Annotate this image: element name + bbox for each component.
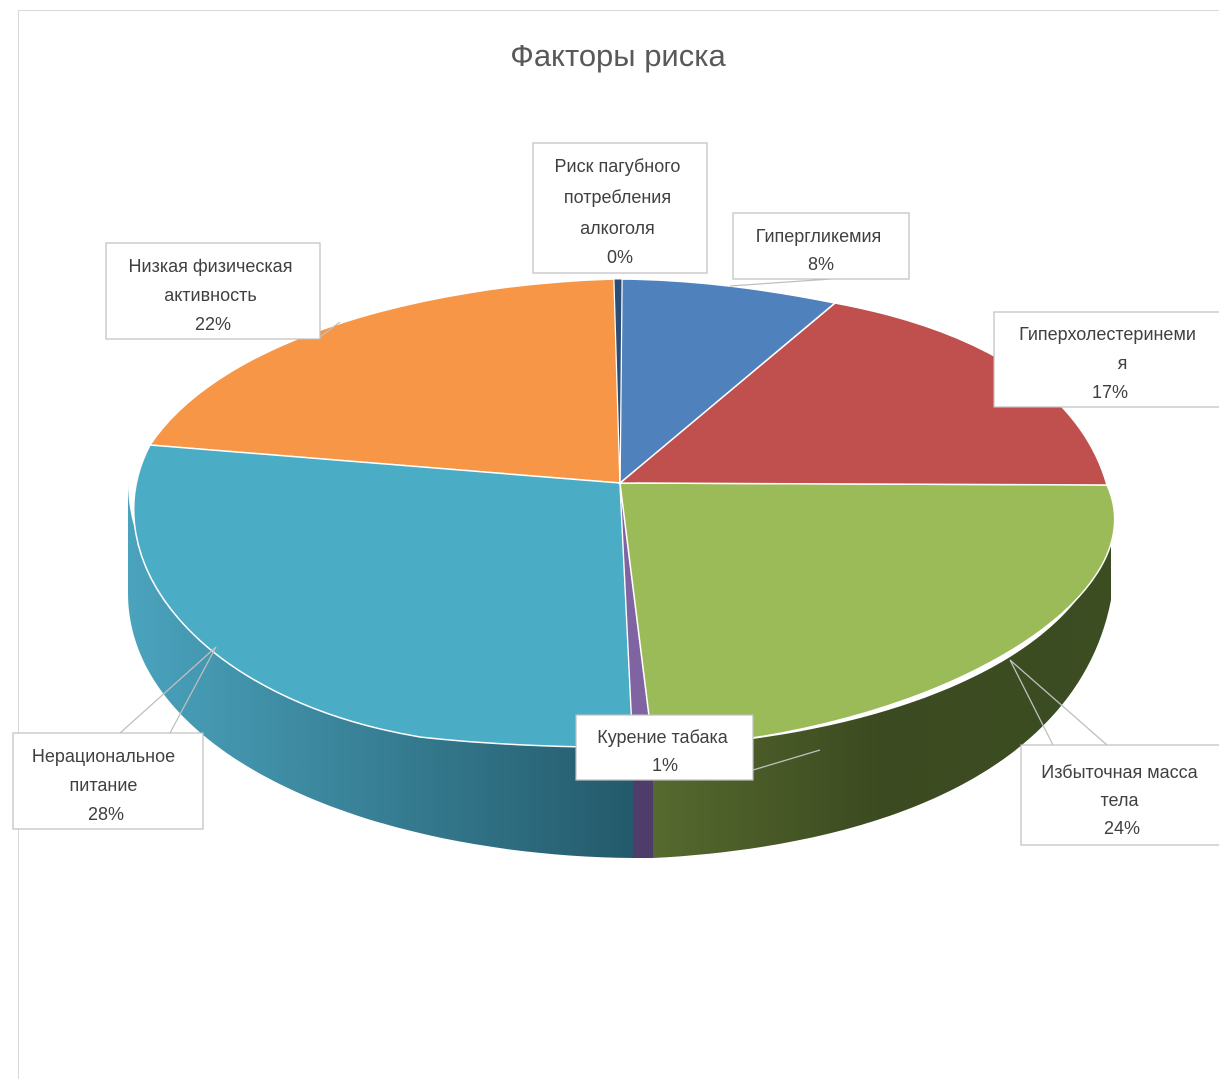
- data-label-giperglik: Гипергликемия 8%: [732, 212, 910, 280]
- data-label-izb: Избыточная масса тела 24%: [1020, 744, 1219, 846]
- data-label-giperhol: Гиперхолестеринеми я 17%: [993, 311, 1219, 408]
- pie-slice-giperglik: [619, 278, 837, 485]
- chart-title: Факторы риска: [510, 38, 726, 73]
- pie-side-izb: [653, 510, 1111, 858]
- label-kurenie-name: Курение табака: [597, 727, 729, 747]
- svg-text:Гипергликемия 8%: Гипергликемия 8%: [756, 226, 887, 274]
- label-giperglik-name: Гипергликемия: [756, 226, 882, 246]
- pie-slice-nerats: [133, 444, 634, 749]
- pie-side-nerats: [128, 483, 633, 858]
- label-alkogol-pct: 0%: [607, 247, 633, 267]
- label-nerats-pct: 28%: [88, 804, 124, 824]
- svg-text:Низкая физическая активн: Низкая физическая активность 22%: [129, 256, 298, 334]
- label-kurenie-pct: 1%: [652, 755, 678, 775]
- leader-nerats: [119, 646, 217, 734]
- label-izb-pct: 24%: [1104, 818, 1140, 838]
- svg-text:Нерациональное питание: Нерациональное питание 28%: [32, 746, 180, 824]
- chart-frame: [18, 10, 1219, 1079]
- svg-text:Курение табака 1%: Курение табака 1%: [597, 727, 733, 775]
- label-giperhol-pct: 17%: [1092, 382, 1128, 402]
- leader-izb-2: [1009, 659, 1108, 746]
- data-label-alkogol: Риск пагубного потребления алкоголя 0%: [532, 142, 708, 274]
- leader-nizkaya: [319, 321, 341, 338]
- svg-text:Риск пагубного потреблен: Риск пагубного потребления алкоголя 0%: [555, 156, 686, 267]
- leader-izb: [1009, 659, 1054, 746]
- label-nizkaya-pct: 22%: [195, 314, 231, 334]
- pie-slice-alkogol: [613, 278, 623, 484]
- svg-text:Гиперхолестеринеми я: Гиперхолестеринеми я 17%: [1019, 324, 1201, 402]
- data-label-kurenie: Курение табака 1%: [575, 714, 754, 781]
- leader-nerats-2: [169, 646, 217, 734]
- label-giperglik-pct: 8%: [808, 254, 834, 274]
- data-label-nerats: Нерациональное питание 28%: [12, 732, 204, 830]
- svg-text:Избыточная масса тела: Избыточная масса тела 24%: [1041, 762, 1202, 838]
- leader-kurenie: [752, 749, 821, 771]
- data-label-nizkaya: Низкая физическая активность 22%: [105, 242, 321, 340]
